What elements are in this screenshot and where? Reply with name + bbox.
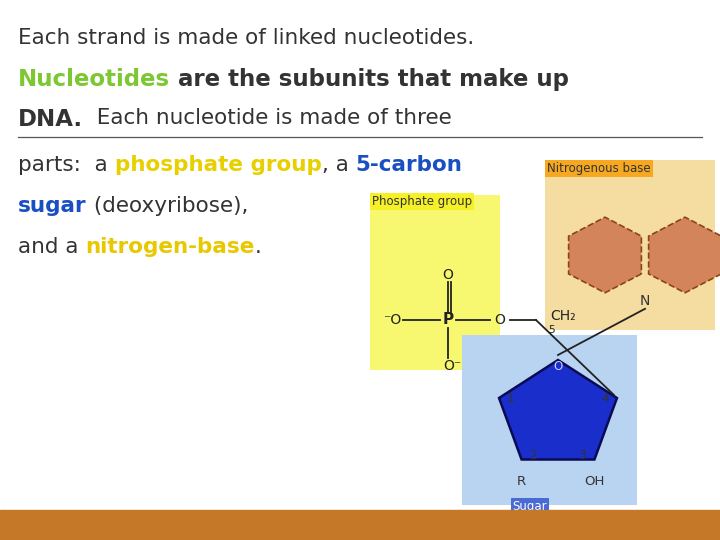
Text: parts:  a: parts: a xyxy=(18,155,114,175)
Text: are the subunits that make up: are the subunits that make up xyxy=(170,68,569,91)
Bar xyxy=(370,195,500,370)
Text: Nucleotides: Nucleotides xyxy=(18,68,170,91)
Text: 5-carbon: 5-carbon xyxy=(355,155,462,175)
Text: O: O xyxy=(443,268,454,282)
Text: 3: 3 xyxy=(578,449,586,462)
Text: P: P xyxy=(442,313,454,327)
Text: nitrogen-base: nitrogen-base xyxy=(86,237,255,257)
Text: R: R xyxy=(517,475,526,488)
Bar xyxy=(462,335,637,505)
Text: O⁻: O⁻ xyxy=(443,359,461,373)
Text: .: . xyxy=(255,237,261,257)
Bar xyxy=(545,160,715,330)
Polygon shape xyxy=(569,217,642,293)
Text: ⁻O: ⁻O xyxy=(383,313,401,327)
Text: Sugar: Sugar xyxy=(513,500,547,513)
Text: 2: 2 xyxy=(530,449,538,462)
Text: O: O xyxy=(554,360,562,373)
Text: O: O xyxy=(495,313,505,327)
Bar xyxy=(0,510,720,540)
Text: , a: , a xyxy=(322,155,355,175)
Text: N: N xyxy=(640,294,650,308)
Text: Each strand is made of linked nucleotides.: Each strand is made of linked nucleotide… xyxy=(18,28,474,48)
Text: Each nucleotide is made of three: Each nucleotide is made of three xyxy=(83,108,452,128)
Text: DNA.: DNA. xyxy=(18,108,83,131)
Text: Phosphate group: Phosphate group xyxy=(372,195,472,208)
Text: 4: 4 xyxy=(601,392,609,404)
Text: OH: OH xyxy=(584,475,605,488)
Polygon shape xyxy=(649,217,720,293)
Text: phosphate group: phosphate group xyxy=(114,155,322,175)
Text: Nitrogenous base: Nitrogenous base xyxy=(547,162,651,175)
Text: (deoxyribose),: (deoxyribose), xyxy=(86,196,248,216)
Text: CH₂: CH₂ xyxy=(550,309,575,323)
Text: 5: 5 xyxy=(548,325,554,335)
Text: and a: and a xyxy=(18,237,86,257)
Text: 1: 1 xyxy=(507,392,515,404)
Text: sugar: sugar xyxy=(18,196,86,216)
Polygon shape xyxy=(499,360,617,460)
